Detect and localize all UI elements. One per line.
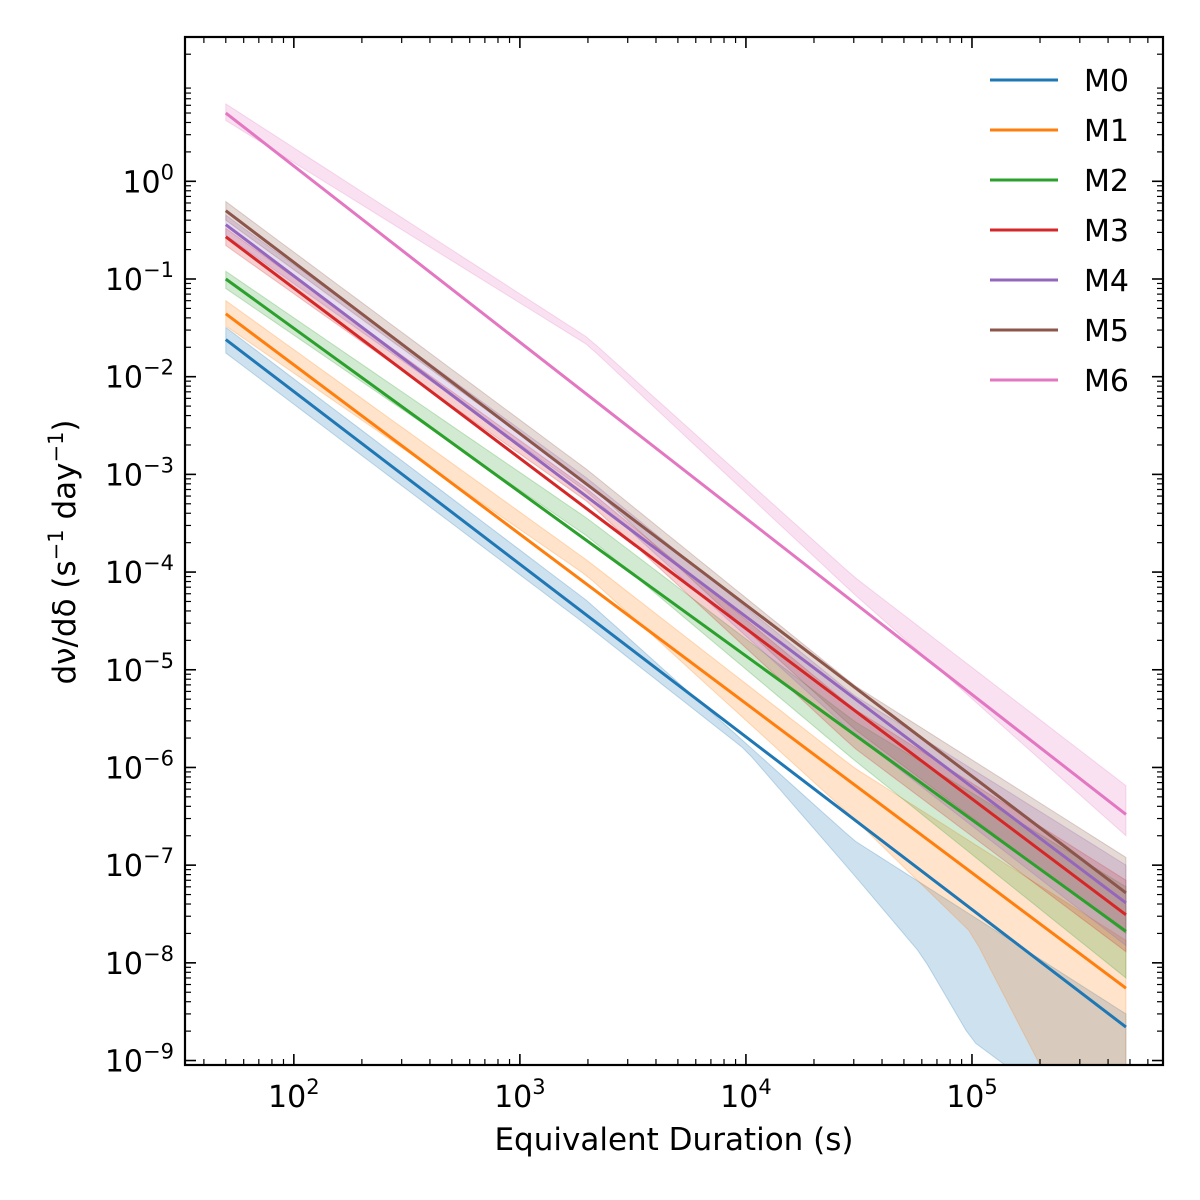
band-m6 [226, 104, 1126, 836]
legend-label-m4: M4 [1084, 264, 1129, 299]
x-tick-label: 105 [946, 1075, 998, 1115]
legend-label-m6: M6 [1084, 364, 1129, 399]
y-tick-label: 10−7 [105, 844, 174, 884]
y-tick-label: 10−4 [105, 551, 174, 591]
legend-label-m5: M5 [1084, 314, 1129, 349]
y-tick-label: 10−3 [105, 453, 174, 493]
series-line-m1 [226, 314, 1126, 988]
band-m0 [226, 327, 1126, 1125]
y-tick-label: 10−5 [105, 649, 174, 689]
y-tick-label: 10−9 [105, 1040, 174, 1080]
y-tick-label: 100 [122, 160, 174, 200]
chart: 102 103 104 105 100 10−1 10−2 10−3 10−4 10−5 10−6 1… [0, 0, 1200, 1200]
x-tick-label: 102 [268, 1075, 320, 1115]
y-tick-label: 10−2 [105, 356, 174, 396]
legend-label-m2: M2 [1084, 164, 1129, 199]
y-tick-label: 10−1 [105, 258, 174, 298]
y-tick-label: 10−8 [105, 942, 174, 982]
series-line-m6 [226, 113, 1126, 814]
x-tick-label: 103 [494, 1075, 546, 1115]
legend-label-m0: M0 [1084, 64, 1129, 99]
legend-label-m1: M1 [1084, 114, 1129, 149]
legend: M0 M1 M2 M3 M4 M5 M6 [990, 64, 1129, 399]
series-line-m4 [226, 225, 1126, 903]
y-tick-label: 10−6 [105, 746, 174, 786]
series-line-m5 [226, 211, 1126, 893]
y-axis-title: dν/dδ (s−1 day−1) [44, 419, 83, 684]
confidence-bands [226, 104, 1126, 1125]
series-line-m3 [226, 237, 1126, 915]
series-line-m2 [226, 279, 1126, 931]
legend-label-m3: M3 [1084, 214, 1129, 249]
x-tick-label: 104 [720, 1075, 772, 1115]
x-axis-title: Equivalent Duration (s) [494, 1122, 853, 1158]
